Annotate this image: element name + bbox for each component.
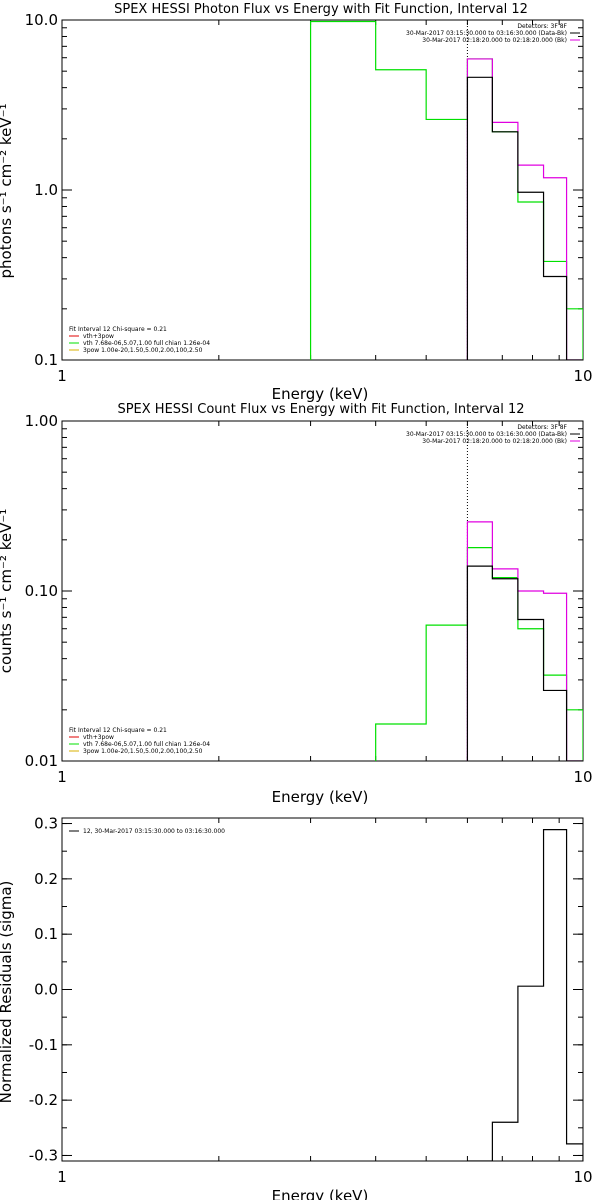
info-line: Detectors: 3F 8F [517, 23, 567, 30]
y-tick-label: 1.00 [25, 412, 58, 430]
legend-entry: vth 7.68e-06,5.07,1.00 full chian 1.26e-… [83, 741, 210, 748]
y-tick-label: -0.3 [29, 1146, 58, 1164]
x-tick-label: 10 [573, 1168, 592, 1186]
legend-entry: vth+3pow [83, 333, 114, 340]
y-tick-label: 0.1 [34, 351, 58, 369]
series-step-line [375, 547, 583, 761]
x-tick-label: 1 [57, 1168, 67, 1186]
axes-frame [61, 817, 584, 1162]
legend-header: Fit Interval 12 Chi-square = 0.21 [69, 727, 167, 734]
info-line: Detectors: 3F 8F [517, 424, 567, 431]
y-tick-label: -0.2 [29, 1091, 58, 1109]
photon-flux-title: SPEX HESSI Photon Flux vs Energy with Fi… [114, 2, 528, 17]
legend-entry: vth 7.68e-06,5.07,1.00 full chian 1.26e-… [83, 340, 210, 347]
photon-flux-panel: SPEX HESSI Photon Flux vs Energy with Fi… [0, 2, 593, 403]
count-flux-ylabel: counts s⁻¹ cm⁻² keV⁻¹ [0, 509, 15, 674]
series-group [309, 20, 583, 360]
count-flux-title: SPEX HESSI Count Flux vs Energy with Fit… [117, 402, 524, 417]
legend-entry: 3pow 1.00e-20,1.50,5.00,2.00,100,2.50 [83, 748, 203, 755]
y-tick-label: -0.1 [29, 1036, 58, 1054]
x-tick-label: 10 [573, 367, 592, 385]
residuals-panel: 1 10 -0.3 -0.2 -0.1 0.0 0.1 0.2 0.3 12, 30-Mar-20… [0, 815, 593, 1200]
count-flux-xlabel: Energy (keV) [272, 788, 369, 806]
residuals-xlabel: Energy (keV) [272, 1187, 369, 1200]
legend-header: Fit Interval 12 Chi-square = 0.21 [69, 326, 167, 333]
x-tick-label: 1 [57, 367, 67, 385]
y-tick-label: 0.2 [34, 870, 58, 888]
info-line: 30-Mar-2017 03:15:30.000 to 03:16:30.000… [406, 30, 567, 37]
series-step-line [467, 829, 583, 1161]
series-step-line [466, 76, 583, 360]
info-line: 30-Mar-2017 03:15:30.000 to 03:16:30.000… [406, 431, 567, 438]
residuals-ylabel: Normalized Residuals (sigma) [0, 881, 15, 1104]
photon-flux-ylabel: photons s⁻¹ cm⁻² keV⁻¹ [0, 104, 15, 279]
series-step-line [466, 565, 583, 761]
axes-frame [61, 19, 584, 361]
y-tick-label: 0.01 [25, 752, 58, 770]
legend-entry: 12, 30-Mar-2017 03:15:30.000 to 03:16:30… [83, 828, 225, 835]
legend-entry: 3pow 1.00e-20,1.50,5.00,2.00,100,2.50 [83, 347, 203, 354]
series-step-line [466, 58, 583, 360]
x-tick-label: 1 [57, 768, 67, 786]
y-tick-label: 0.3 [34, 815, 58, 833]
y-tick-label: 10.0 [25, 11, 58, 29]
count-flux-panel: SPEX HESSI Count Flux vs Energy with Fit… [0, 402, 593, 806]
series-step-line [466, 521, 583, 761]
x-tick-label: 10 [573, 768, 592, 786]
y-tick-label: 0.0 [34, 981, 58, 999]
info-line: 30-Mar-2017 02:18:20.000 to 02:18:20.000… [422, 37, 567, 44]
info-line: 30-Mar-2017 02:18:20.000 to 02:18:20.000… [422, 438, 567, 445]
series-group [375, 521, 583, 761]
y-tick-label: 1.0 [34, 181, 58, 199]
axes-frame [61, 420, 584, 762]
y-tick-label: 0.1 [34, 925, 58, 943]
series-group [467, 829, 583, 1161]
y-tick-label: 0.10 [25, 582, 58, 600]
photon-flux-xlabel: Energy (keV) [272, 385, 369, 403]
legend-entry: vth+3pow [83, 734, 114, 741]
series-step-line [309, 20, 583, 360]
